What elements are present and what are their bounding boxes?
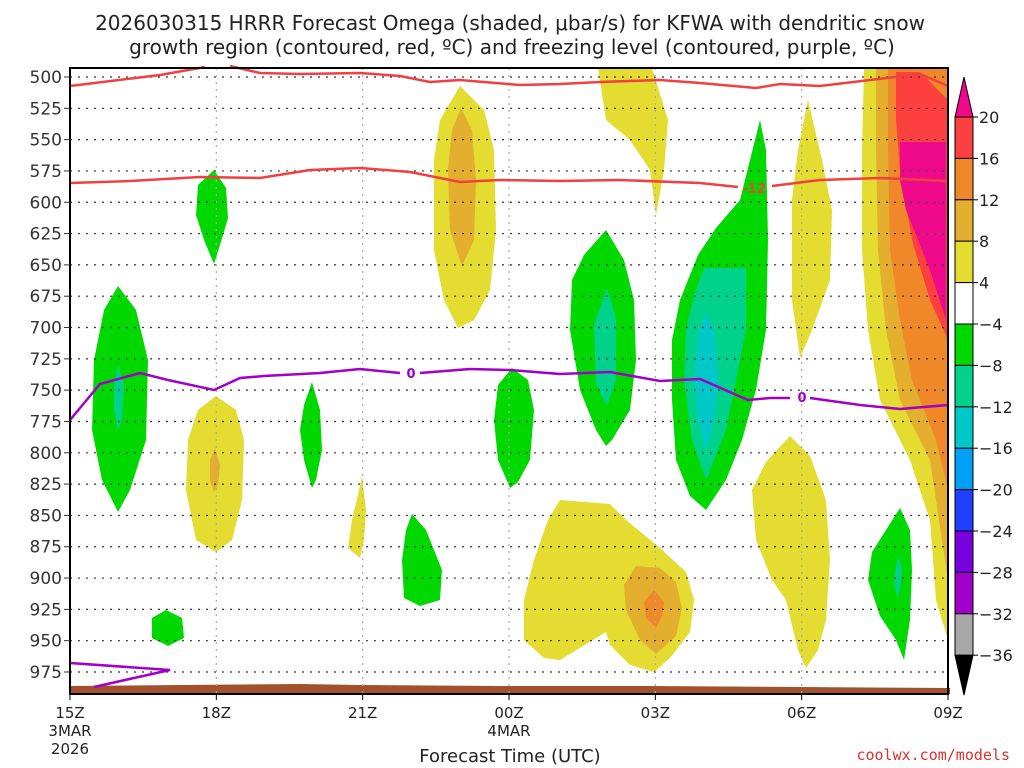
- y-tick-label: 650: [30, 256, 62, 276]
- omega-region-18z-gold: [210, 448, 220, 492]
- y-tick-label: 600: [30, 193, 62, 213]
- colorbar-swatch: [954, 613, 974, 656]
- x-tick-label: 21Z: [348, 704, 377, 722]
- omega-region-23z-gold: [448, 108, 476, 266]
- omega-region-08z-green: [868, 508, 912, 660]
- omega-shading: [92, 68, 948, 672]
- colorbar-arrow-top: [954, 76, 974, 118]
- dendritic-contour-lower: [69, 166, 949, 189]
- y-tick-label: 800: [30, 444, 62, 464]
- x-tick-label: 09Z: [933, 704, 962, 722]
- y-tick-label: 675: [30, 287, 62, 307]
- y-tick-label: 575: [30, 162, 62, 182]
- y-tick-label: 700: [30, 319, 62, 339]
- x-axis-label: Forecast Time (UTC): [419, 746, 600, 767]
- colorbar-label: −16: [979, 439, 1013, 458]
- freezing-level-label-2: 0: [797, 391, 806, 406]
- colorbar-label: −20: [979, 481, 1013, 500]
- colorbar-swatch: [954, 323, 974, 366]
- omega-region-00z-green: [494, 368, 534, 488]
- omega-region-08z-teal: [894, 556, 902, 598]
- y-tick-label: 525: [30, 99, 62, 119]
- colorbar-swatch: [954, 406, 974, 449]
- dendritic-contour-label: -12: [742, 182, 766, 197]
- omega-region-17z-green: [152, 610, 184, 646]
- y-tick-label: 975: [30, 663, 62, 683]
- colorbar-label: −32: [979, 605, 1013, 624]
- x-tick-label: 06Z: [787, 704, 816, 722]
- colorbar-label: 8: [979, 232, 989, 251]
- colorbar-swatch: [954, 447, 974, 491]
- x-tick-label: 15Z: [55, 704, 84, 722]
- y-tick-label: 750: [30, 381, 62, 401]
- y-tick-label: 875: [30, 538, 62, 558]
- colorbar-swatch: [954, 199, 974, 242]
- omega-region-22z-green: [402, 514, 442, 606]
- colorbar-label: −28: [979, 563, 1013, 582]
- chart-title-line2: growth region (contoured, red, ºC) and f…: [129, 35, 895, 59]
- y-tick-label: 850: [30, 506, 62, 526]
- colorbar-swatch: [954, 116, 974, 159]
- freezing-level-lower: [69, 661, 171, 689]
- terrain-surface: [70, 684, 950, 694]
- x-tick-date: 3MAR: [48, 722, 91, 740]
- colorbar-label: 4: [979, 274, 989, 293]
- omega-region-06z-yellow: [792, 100, 832, 358]
- colorbar-swatch: [954, 157, 974, 201]
- colorbar-label: −4: [979, 315, 1003, 334]
- colorbar-label: 12: [979, 191, 999, 210]
- credit-link[interactable]: coolwx.com/models: [856, 746, 1010, 764]
- colorbar-label: 16: [979, 149, 999, 168]
- omega-region-16z-teal: [114, 365, 124, 430]
- x-tick-label: 00Z: [494, 704, 523, 722]
- y-tick-label: 625: [30, 225, 62, 245]
- colorbar-label: 20: [979, 108, 999, 127]
- y-tick-label: 900: [30, 569, 62, 589]
- plot-area: -12 0 0: [69, 64, 950, 695]
- x-tick-label: 18Z: [202, 704, 231, 722]
- x-tick-year: 2026: [51, 740, 89, 758]
- omega-region-02z-teal: [594, 288, 616, 406]
- colorbar: 20 16 12 8 4 −4 −8 −12 −16 −20 −24 −28 −32 −36: [954, 76, 1013, 696]
- colorbar-swatch: [954, 364, 974, 408]
- omega-region-20z-green: [300, 382, 322, 488]
- y-tick-label: 825: [30, 475, 62, 495]
- colorbar-swatch: [954, 530, 974, 573]
- colorbar-label: −36: [979, 646, 1013, 665]
- colorbar-swatch: [954, 240, 974, 284]
- omega-region-21z-yellow: [348, 476, 366, 558]
- dendritic-contours: [69, 64, 949, 189]
- y-tick-label: 950: [30, 632, 62, 652]
- dendritic-contour-upper: [69, 64, 949, 90]
- omega-region-18z-green: [196, 170, 228, 264]
- freezing-level-label-1: 0: [406, 367, 415, 382]
- colorbar-swatch: [954, 571, 974, 615]
- y-tick-label: 500: [30, 68, 62, 88]
- y-axis: 500 525 550 575 600 625 650 675 700 725 750 775 800 8…: [30, 68, 70, 683]
- x-tick-label: 03Z: [641, 704, 670, 722]
- freezing-level-contour: [69, 367, 949, 689]
- colorbar-label: −12: [979, 398, 1013, 417]
- colorbar-label: −24: [979, 522, 1013, 541]
- y-tick-label: 550: [30, 131, 62, 151]
- colorbar-swatch: [954, 282, 974, 325]
- y-tick-label: 925: [30, 600, 62, 620]
- colorbar-arrow-bottom: [954, 654, 974, 696]
- y-tick-label: 725: [30, 350, 62, 370]
- colorbar-swatch: [954, 489, 974, 532]
- colorbar-label: −8: [979, 356, 1003, 375]
- y-tick-label: 775: [30, 412, 62, 432]
- omega-region-0130z-yellow: [598, 68, 668, 215]
- omega-region-06z-lower-yellow: [752, 436, 830, 668]
- chart-title-line1: 2026030315 HRRR Forecast Omega (shaded, …: [95, 11, 925, 35]
- x-tick-date: 4MAR: [487, 722, 530, 740]
- omega-region-right-magenta: [900, 142, 946, 320]
